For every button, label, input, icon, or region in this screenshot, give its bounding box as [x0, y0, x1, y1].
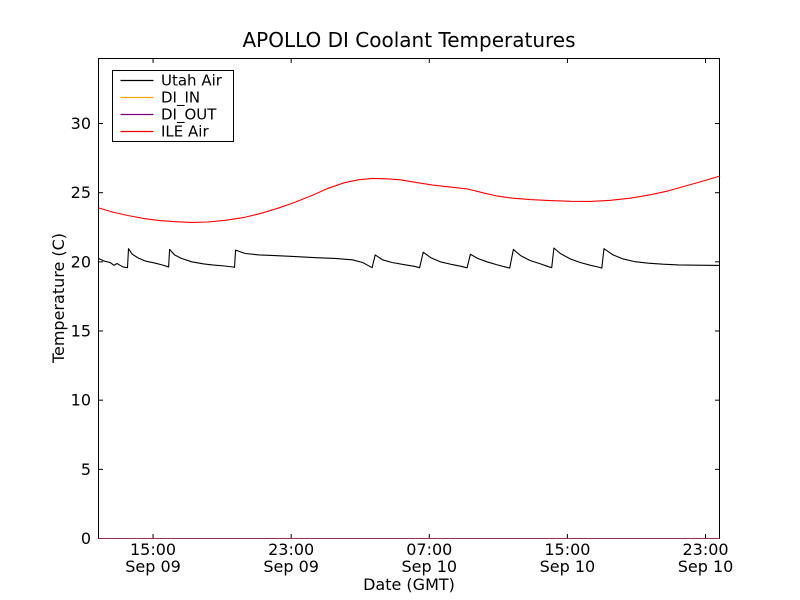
y-tick-label: 5	[81, 460, 91, 479]
x-tick-label-time: 23:00	[682, 540, 728, 559]
x-tick-label-date: Sep 10	[540, 557, 596, 576]
x-tick-label-time: 23:00	[268, 540, 314, 559]
y-tick-label: 0	[81, 529, 91, 548]
legend-box	[112, 70, 234, 142]
x-tick-label-date: Sep 09	[263, 557, 319, 576]
series-group	[98, 175, 720, 540]
y-tick-label: 30	[71, 114, 91, 133]
y-tick-label: 15	[71, 322, 91, 341]
legend-label: ILE Air	[161, 123, 209, 141]
legend-label: Utah Air	[161, 72, 223, 90]
chart-title: APOLLO DI Coolant Temperatures	[242, 28, 575, 52]
x-tick-label-date: Sep 10	[678, 557, 734, 576]
y-tick-label: 10	[71, 391, 91, 410]
series-line-ile-air	[98, 175, 720, 223]
y-tick-label: 20	[71, 252, 91, 271]
legend-label: DI_IN	[161, 89, 200, 108]
y-tick-label: 25	[71, 183, 91, 202]
x-tick-label-time: 07:00	[406, 540, 452, 559]
y-axis-label: Temperature (C)	[49, 233, 68, 364]
x-axis-label: Date (GMT)	[363, 575, 455, 594]
series-line-utah-air	[98, 247, 720, 269]
x-tick-label-date: Sep 09	[125, 557, 181, 576]
x-tick-label-date: Sep 10	[401, 557, 457, 576]
x-tick-label-time: 15:00	[544, 540, 590, 559]
legend-label: DI_OUT	[161, 106, 217, 125]
x-tick-label-time: 15:00	[130, 540, 176, 559]
